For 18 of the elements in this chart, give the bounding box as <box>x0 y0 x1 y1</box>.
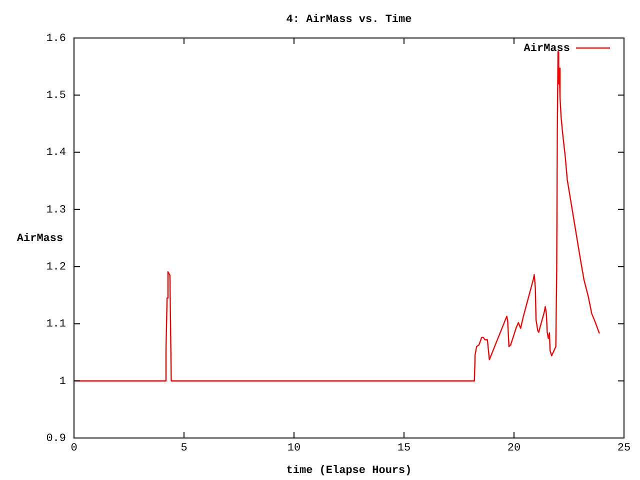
legend-label: AirMass <box>524 42 570 55</box>
y-tick-label: 1.4 <box>46 147 66 160</box>
y-tick-label: 1.3 <box>46 204 66 216</box>
y-tick-label: 1.5 <box>46 90 66 102</box>
y-tick-label: 1 <box>59 376 66 388</box>
x-tick-label: 25 <box>617 442 631 455</box>
y-tick-label: 0.9 <box>46 432 66 445</box>
y-axis-title: AirMass <box>16 232 64 245</box>
x-axis-title: time (Elapse Hours) <box>286 464 412 477</box>
x-tick-label: 10 <box>287 442 301 455</box>
x-tick-label: 0 <box>70 442 78 455</box>
x-tick-label: 5 <box>180 442 188 455</box>
y-tick-label: 1.1 <box>46 318 66 331</box>
x-tick-label: 20 <box>507 442 521 455</box>
y-tick-label: 1.2 <box>46 261 66 274</box>
x-tick-label: 15 <box>397 442 411 455</box>
chart-title: 4: AirMass vs. Time <box>286 14 412 26</box>
y-tick-label: 1.6 <box>46 32 66 45</box>
